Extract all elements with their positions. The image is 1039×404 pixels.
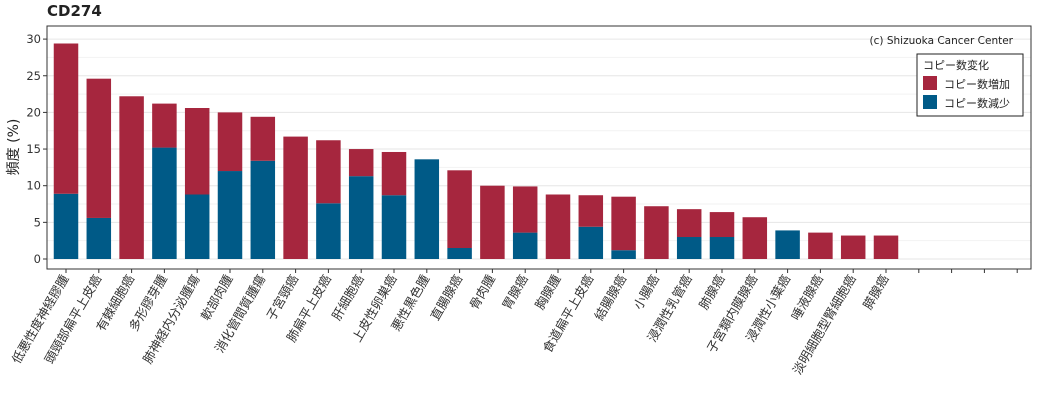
bar-gain <box>119 96 144 259</box>
y-axis-label: 頻度 (%) <box>6 119 22 176</box>
legend-swatch-loss <box>923 95 937 109</box>
bar-loss <box>53 193 79 259</box>
bar-loss <box>152 147 177 259</box>
bar-gain <box>283 136 308 259</box>
bar-gain <box>644 206 669 259</box>
bar-loss <box>578 226 604 259</box>
bar-loss <box>86 217 112 259</box>
x-tick-label: 膵腺癌 <box>860 272 892 312</box>
legend-title: コピー数変化 <box>923 58 989 72</box>
bar-gain <box>512 186 538 233</box>
bar-loss <box>775 230 800 259</box>
x-tick-label: 直腸腺癌 <box>427 272 465 323</box>
bar-gain <box>611 196 636 251</box>
bar-gain <box>217 112 243 172</box>
x-tick-label: 胸腺腫 <box>532 272 564 312</box>
y-tick-label: 10 <box>26 179 41 193</box>
y-tick-label: 20 <box>26 105 41 119</box>
bar-gain <box>86 78 112 218</box>
bar-loss <box>414 159 440 259</box>
chart-title: CD274 <box>47 2 102 20</box>
bar-gain <box>348 149 374 177</box>
bars <box>53 43 899 259</box>
bar-gain <box>676 209 702 238</box>
x-tick-label: 肺腺癌 <box>696 272 728 312</box>
bar-gain <box>53 43 79 194</box>
bar-loss <box>381 195 407 259</box>
plot-background <box>47 26 1031 269</box>
x-axis: 低悪性度神経膠腫頭頸部扁平上皮癌有棘細胞癌多形膠芽腫肺神経内分泌腫瘍軟部肉腫消化… <box>9 269 1018 377</box>
bar-loss <box>348 176 374 259</box>
bar-loss <box>184 194 210 259</box>
x-tick-label: 小腸癌 <box>630 272 662 312</box>
copyright-annotation: (c) Shizuoka Cancer Center <box>870 35 1014 47</box>
bar-gain <box>316 140 341 204</box>
legend-swatch-gain <box>923 76 937 90</box>
x-tick-label: 結腸腺癌 <box>591 272 629 323</box>
x-tick-label: 淡明細胞型腎細胞癌 <box>790 272 859 377</box>
y-tick-label: 0 <box>34 252 41 266</box>
bar-gain <box>742 217 768 259</box>
bar-loss <box>316 203 341 259</box>
y-tick-label: 15 <box>26 142 41 156</box>
bar-gain <box>447 170 472 249</box>
bar-loss <box>447 248 472 259</box>
bar-gain <box>480 185 505 259</box>
bar-gain <box>545 194 571 259</box>
y-axis: 0 5 10 15 20 25 30 <box>26 32 47 266</box>
bar-gain <box>873 235 899 259</box>
legend-label-gain: コピー数増加 <box>944 78 1010 91</box>
bar-gain <box>184 108 210 195</box>
bar-loss <box>512 232 538 259</box>
bar-gain <box>808 232 833 259</box>
legend-label-loss: コピー数減少 <box>944 96 1010 110</box>
bar-gain <box>152 103 177 148</box>
bar-loss <box>676 237 702 259</box>
y-tick-label: 25 <box>26 69 41 83</box>
bar-gain <box>578 195 604 227</box>
x-tick-label: 骨肉腫 <box>466 272 498 312</box>
plot-border <box>46 25 1032 270</box>
legend: コピー数変化 コピー数増加 コピー数減少 <box>916 53 1024 117</box>
bar-loss <box>250 160 276 259</box>
y-tick-label: 5 <box>34 215 41 229</box>
bar-gain <box>709 212 735 238</box>
x-tick-label: 胃腺癌 <box>499 272 531 312</box>
bar-loss <box>611 250 636 259</box>
bar-loss <box>709 237 735 259</box>
bar-gain <box>250 116 276 161</box>
bar-gain <box>381 151 407 196</box>
bar-loss <box>217 171 243 259</box>
bar-gain <box>840 235 866 259</box>
y-tick-label: 30 <box>26 32 41 46</box>
gridlines <box>47 38 1031 260</box>
